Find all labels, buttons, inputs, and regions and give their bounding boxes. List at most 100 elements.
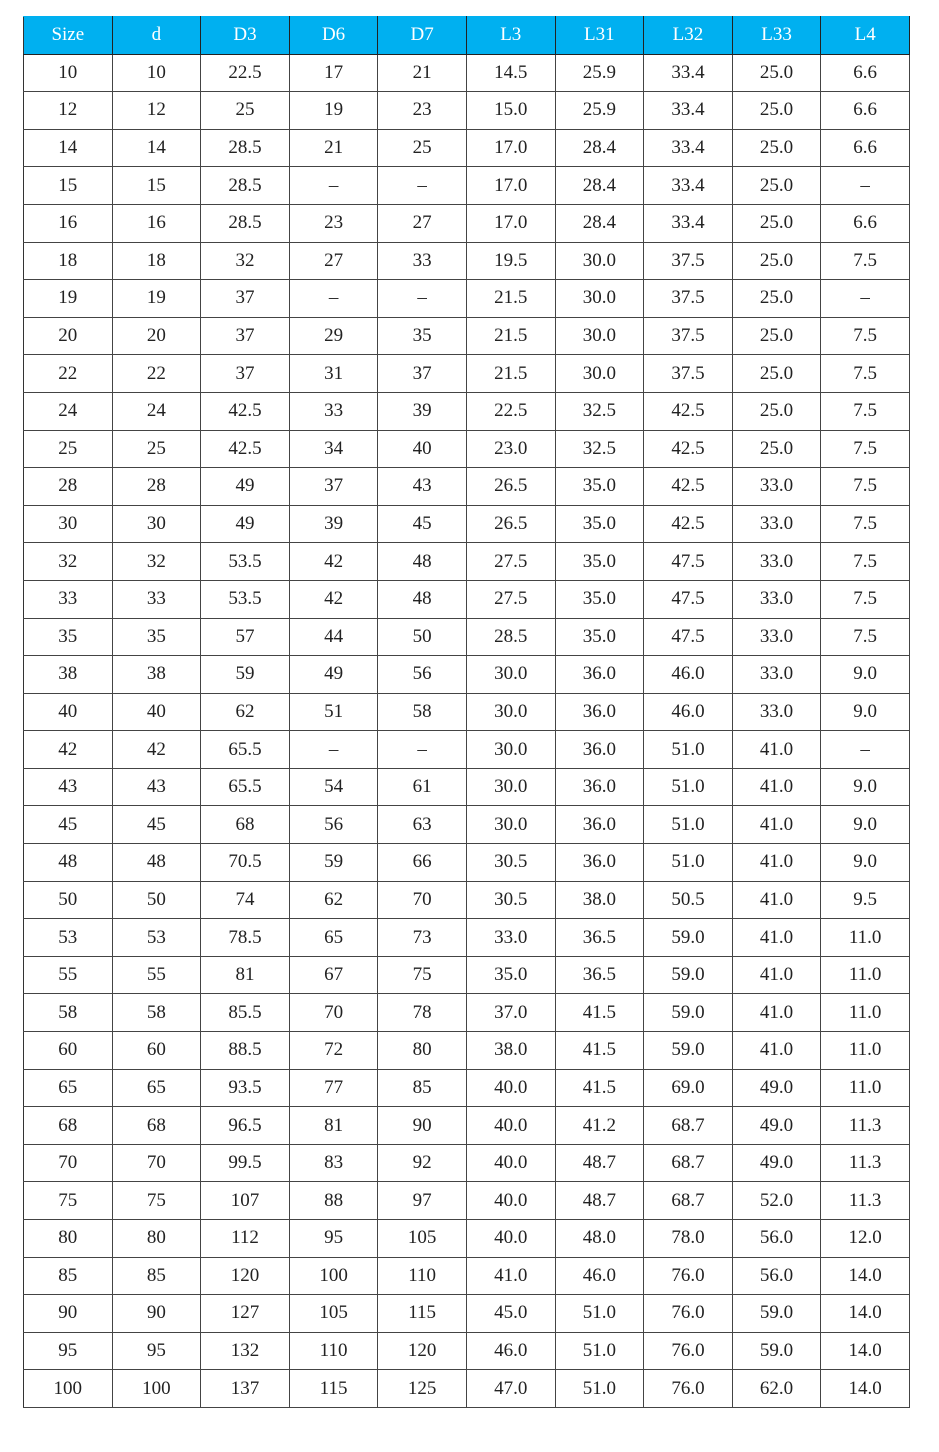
table-cell: 41.5 (554, 993, 645, 1033)
table-cell: 21.5 (465, 316, 556, 356)
table-cell: 47.5 (643, 617, 733, 657)
table-cell: 52.0 (731, 1181, 822, 1220)
table-cell: 115 (377, 1294, 467, 1333)
table-cell: 9.0 (820, 843, 910, 882)
table-cell: 35.0 (554, 579, 645, 619)
table-cell: 41.0 (731, 993, 822, 1033)
table-cell: 15.0 (465, 91, 556, 130)
table-row: 43 43 65.5 54 61 30.0 36.0 51.0 41.0 9.0 (23, 767, 910, 807)
table-cell: 33.0 (731, 617, 822, 657)
table-cell: – (377, 279, 467, 318)
table-cell: 70 (23, 1143, 113, 1183)
table-cell: 90 (377, 1106, 467, 1145)
table-row: 22 22 37 31 37 21.5 30.0 37.5 25.0 7.5 (23, 354, 910, 393)
table-cell: 40.0 (465, 1181, 556, 1220)
table-cell: 69.0 (643, 1068, 733, 1108)
table-cell: 30.0 (554, 354, 645, 393)
table-cell: 15 (111, 166, 202, 205)
table-cell: 37 (200, 354, 290, 393)
table-cell: 43 (23, 767, 113, 807)
table-cell: 100 (111, 1369, 202, 1408)
table-cell: 110 (288, 1331, 379, 1371)
table-cell: 25.9 (554, 53, 645, 93)
table-cell: 46.0 (554, 1256, 645, 1296)
table-cell: 42.5 (643, 504, 733, 544)
table-row: 14 14 28.5 21 25 17.0 28.4 33.4 25.0 6.6 (23, 128, 910, 168)
table-cell: 35.0 (554, 467, 645, 506)
table-cell: 57 (200, 617, 290, 657)
table-cell: 7.5 (820, 429, 910, 469)
table-row: 28 28 49 37 43 26.5 35.0 42.5 33.0 7.5 (23, 467, 910, 506)
table-cell: 77 (288, 1068, 379, 1108)
table-cell: 85 (111, 1256, 202, 1296)
table-cell: 33.4 (643, 53, 733, 93)
table-cell: 68.7 (643, 1143, 733, 1183)
table-cell: 115 (288, 1369, 379, 1408)
table-cell: 35.0 (554, 542, 645, 581)
table-cell: 41.0 (731, 767, 822, 807)
table-cell: 51.0 (643, 805, 733, 845)
table-cell: – (377, 730, 467, 769)
table-row: 80 80 112 95 105 40.0 48.0 78.0 56.0 12.0 (23, 1219, 910, 1258)
table-cell: 35 (377, 316, 467, 356)
table-cell: 76.0 (643, 1294, 733, 1333)
table-cell: 75 (111, 1181, 202, 1220)
table-cell: 59.0 (731, 1331, 822, 1371)
table-cell: 25.0 (731, 203, 822, 243)
table-cell: 38 (111, 655, 202, 694)
table-cell: 22.5 (200, 53, 290, 93)
table-cell: – (288, 279, 379, 318)
table-cell: 41.0 (731, 843, 822, 882)
table-cell: 37.5 (643, 241, 733, 281)
table-cell: 9.5 (820, 880, 910, 920)
table-cell: 36.0 (554, 767, 645, 807)
table-cell: 47.5 (643, 542, 733, 581)
table-cell: 38.0 (554, 880, 645, 920)
table-cell: 59.0 (643, 955, 733, 995)
table-cell: 40.0 (465, 1068, 556, 1108)
table-cell: 127 (200, 1294, 290, 1333)
table-row: 35 35 57 44 50 28.5 35.0 47.5 33.0 7.5 (23, 617, 910, 657)
table-cell: 18 (111, 241, 202, 281)
table-row: 19 19 37– –21.5 30.0 37.5 25.0– (23, 279, 910, 318)
table-cell: 95 (111, 1331, 202, 1371)
table-cell: 30.0 (554, 241, 645, 281)
table-row: 90 90 127 105 115 45.0 51.0 76.0 59.0 14.0 (23, 1294, 910, 1333)
table-cell: 34 (288, 429, 379, 469)
table-cell: 48 (377, 542, 467, 581)
table-cell: 30.0 (465, 805, 556, 845)
table-cell: 23.0 (465, 429, 556, 469)
table-cell: 62.0 (731, 1369, 822, 1408)
table-cell: 51.0 (554, 1369, 645, 1408)
table-row: 15 15 28.5– –17.0 28.4 33.4 25.0– (23, 166, 910, 205)
table-cell: 95 (23, 1331, 113, 1371)
table-cell: 53.5 (200, 579, 290, 619)
table-cell: 31 (288, 354, 379, 393)
table-cell: 73 (377, 918, 467, 957)
table-row: 40 40 62 51 58 30.0 36.0 46.0 33.0 9.0 (23, 692, 910, 732)
table-cell: 28 (111, 467, 202, 506)
table-cell: 59.0 (643, 918, 733, 957)
table-cell: 125 (377, 1369, 467, 1408)
table-cell: 68 (23, 1106, 113, 1145)
table-cell: 88 (288, 1181, 379, 1220)
table-cell: 41.0 (731, 955, 822, 995)
table-cell: 80 (111, 1219, 202, 1258)
table-cell: 41.2 (554, 1106, 645, 1145)
table-cell: 25.0 (731, 391, 822, 431)
table-cell: 33 (23, 579, 113, 619)
table-cell: 70 (288, 993, 379, 1033)
table-row: 24 24 42.5 33 39 22.5 32.5 42.5 25.0 7.5 (23, 391, 910, 431)
table-cell: 14 (23, 128, 113, 168)
table-cell: 9.0 (820, 692, 910, 732)
table-cell: 25.0 (731, 241, 822, 281)
table-cell: 41.5 (554, 1068, 645, 1108)
table-row: 75 75 107 88 97 40.0 48.7 68.7 52.0 11.3 (23, 1181, 910, 1220)
table-cell: 40 (23, 692, 113, 732)
table-cell: 59.0 (731, 1294, 822, 1333)
table-cell: 40.0 (465, 1219, 556, 1258)
table-cell: 63 (377, 805, 467, 845)
table-cell: 14.0 (820, 1294, 910, 1333)
table-cell: 61 (377, 767, 467, 807)
table-cell: 35.0 (554, 504, 645, 544)
